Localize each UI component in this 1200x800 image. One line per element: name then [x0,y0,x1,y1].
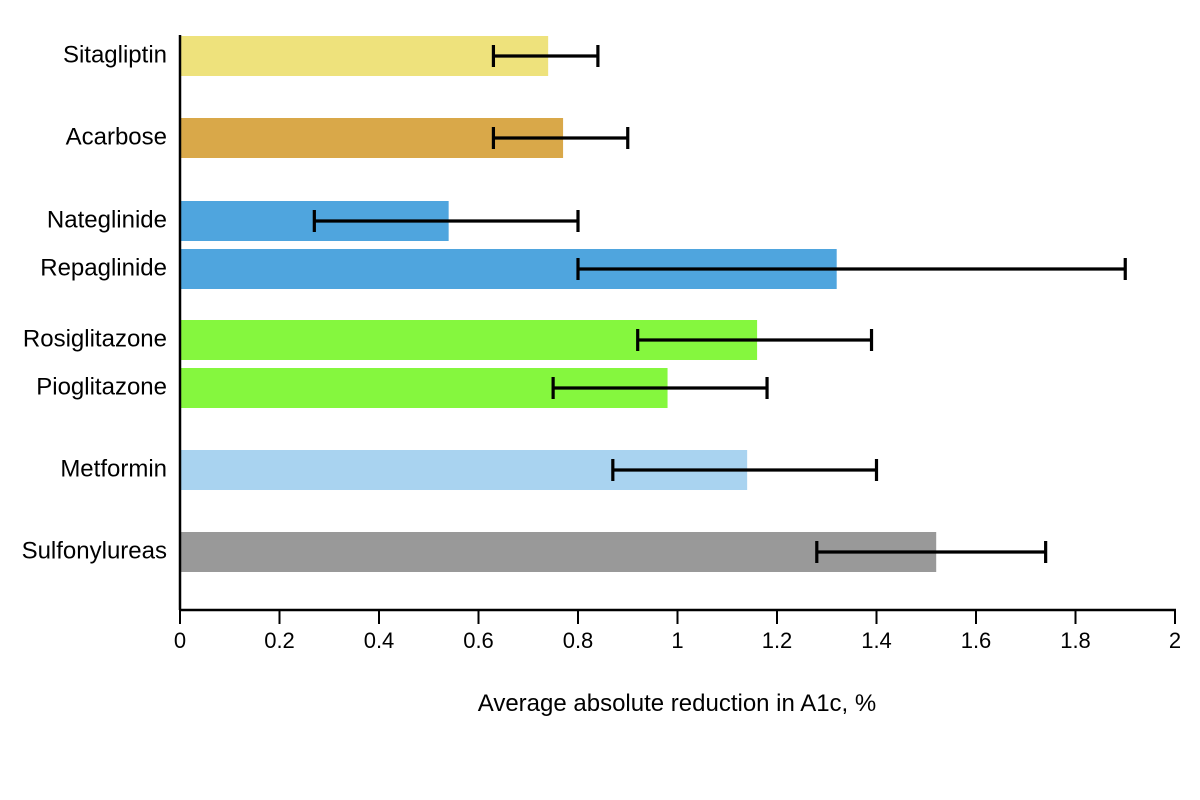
category-label-sitagliptin: Sitagliptin [63,41,167,68]
x-tick-label: 0.6 [463,628,494,653]
x-tick-label: 0.8 [563,628,594,653]
x-tick-label: 0 [174,628,186,653]
error-bars-layer [312,45,1127,563]
category-labels-layer: Sitagliptin Acarbose Nateglinide Repaglinid… [22,41,167,564]
error-bar-pioglitazone [551,377,769,399]
bars-layer [180,36,937,572]
error-bar-rosiglitazone [636,329,874,351]
x-tick-label: 1 [671,628,683,653]
x-tick-label: 1.4 [861,628,892,653]
error-bar-repaglinide [576,258,1127,280]
error-bar-nateglinide [312,210,580,232]
error-bar-sulfonylureas [815,541,1048,563]
error-bar-metformin [611,459,879,481]
x-axis-title: Average absolute reduction in A1c, % [478,690,876,717]
category-label-metformin: Metformin [60,455,167,482]
category-label-nateglinide: Nateglinide [47,206,167,233]
category-label-pioglitazone: Pioglitazone [36,373,167,400]
category-label-repaglinide: Repaglinide [40,254,167,281]
category-label-rosiglitazone: Rosiglitazone [23,325,167,352]
x-tick-label: 2 [1169,628,1181,653]
x-tick-label: 1.6 [961,628,992,653]
error-bar-acarbose [491,127,630,149]
x-tick-label: 1.2 [762,628,793,653]
x-tick-label: 0.2 [264,628,295,653]
x-axis: 0 0.2 0.4 0.6 0.8 1 1.2 1.4 1.6 1.8 2 [174,35,1181,653]
category-label-acarbose: Acarbose [66,123,167,150]
bar-sitagliptin [180,36,549,76]
bar-sulfonylureas [180,532,937,572]
x-tick-label: 1.8 [1060,628,1091,653]
error-bar-sitagliptin [491,45,600,67]
x-tick-label: 0.4 [364,628,395,653]
category-label-sulfonylureas: Sulfonylureas [22,537,167,564]
